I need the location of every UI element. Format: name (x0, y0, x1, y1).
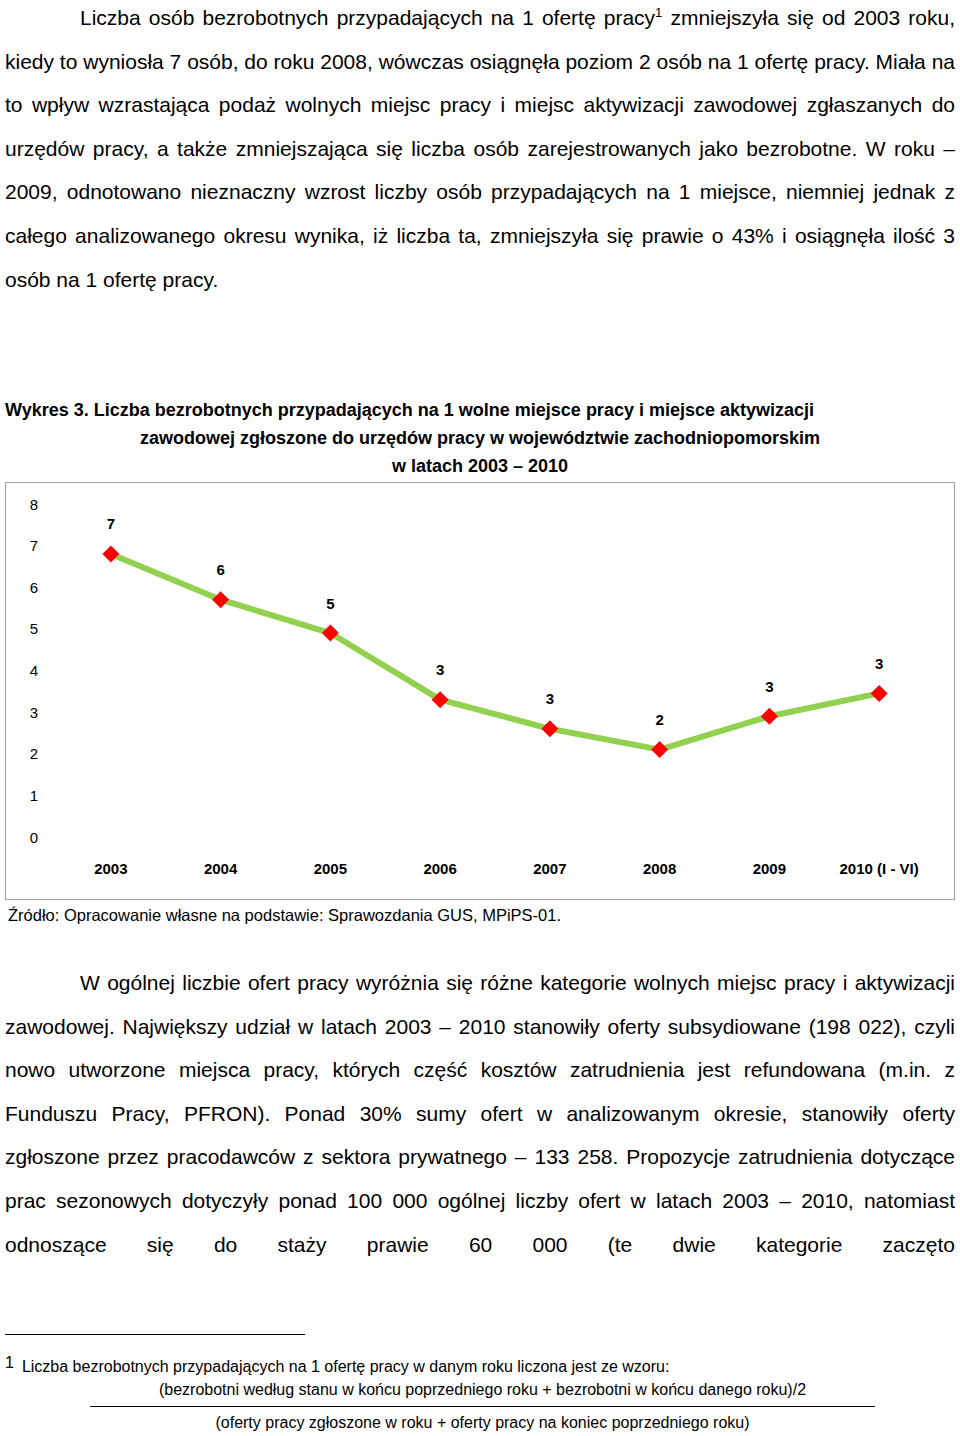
html-text:Liczba osób bezrobotnych przyp: Liczba osób bezrobotnych przypadających … (5, 5, 955, 291)
svg-text:8: 8 (30, 496, 38, 513)
svg-text:2: 2 (655, 711, 663, 728)
svg-text:2: 2 (30, 745, 38, 762)
svg-text:5: 5 (30, 620, 38, 637)
svg-text:7: 7 (30, 537, 38, 554)
html-text:Wykres 3. Liczba bezrobotnych: Wykres 3. Liczba bezrobotnych przypadają… (5, 400, 814, 420)
svg-text:3: 3 (875, 655, 883, 672)
svg-text:2010 (I - VI): 2010 (I - VI) (840, 860, 919, 877)
html-text:(oferty pracy zgłoszone w roku: (oferty pracy zgłoszone w roku + oferty … (215, 1414, 750, 1431)
svg-text:3: 3 (30, 704, 38, 721)
html-text:Liczba bezrobotnych przypadają: Liczba bezrobotnych przypadających na 1 … (21, 1358, 670, 1375)
svg-text:5: 5 (326, 595, 334, 612)
svg-text:6: 6 (30, 579, 38, 596)
html-text:W ogólnej liczbie ofert pracy: W ogólnej liczbie ofert pracy wyróżnia s… (5, 971, 955, 1256)
svg-text:3: 3 (546, 690, 554, 707)
html-text:w latach 2003 – 2010: w latach 2003 – 2010 (391, 456, 569, 476)
html-text:(bezrobotni według stanu w koń: (bezrobotni według stanu w końcu poprzed… (159, 1381, 806, 1398)
svg-text:2004: 2004 (204, 860, 238, 877)
svg-text:1: 1 (30, 787, 38, 804)
svg-text:2006: 2006 (423, 860, 456, 877)
svg-text:6: 6 (216, 561, 224, 578)
html-text:1: 1 (5, 1354, 14, 1371)
svg-text:0: 0 (30, 829, 38, 846)
svg-text:2009: 2009 (753, 860, 786, 877)
svg-text:7: 7 (107, 515, 115, 532)
svg-text:4: 4 (30, 662, 38, 679)
html-text:Źródło: Opracowanie własne na: Źródło: Opracowanie własne na podstawie:… (8, 906, 561, 924)
html-text:zawodowej zgłoszone do urzędów: zawodowej zgłoszone do urzędów pracy w w… (140, 428, 820, 448)
svg-text:2008: 2008 (643, 860, 676, 877)
svg-text:2007: 2007 (533, 860, 566, 877)
svg-text:3: 3 (436, 661, 444, 678)
svg-text:2003: 2003 (94, 860, 127, 877)
svg-text:3: 3 (765, 678, 773, 695)
svg-text:2005: 2005 (314, 860, 347, 877)
